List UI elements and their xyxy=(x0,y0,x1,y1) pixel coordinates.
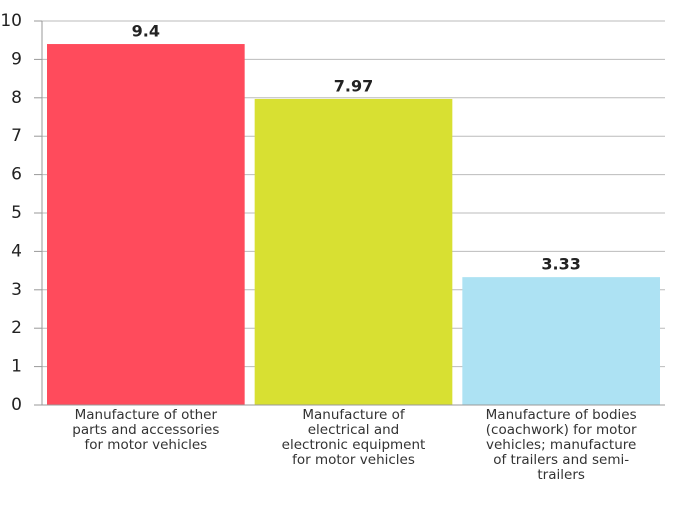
value-label: 3.33 xyxy=(541,255,580,274)
x-tick-label: Manufacture of other parts and accessori… xyxy=(72,407,220,453)
y-tick-label: 6 xyxy=(11,165,22,185)
y-tick-label: 4 xyxy=(11,241,22,261)
value-label: 9.4 xyxy=(132,22,160,41)
bar xyxy=(47,44,245,405)
y-tick-label: 1 xyxy=(11,357,22,377)
y-tick-label: 8 xyxy=(11,88,22,108)
bar xyxy=(254,98,453,406)
y-tick-label: 3 xyxy=(11,280,22,300)
y-tick-label: 2 xyxy=(11,318,22,338)
bar xyxy=(462,277,660,405)
y-tick-label: 10 xyxy=(0,11,22,31)
value-label: 7.97 xyxy=(334,76,373,95)
x-tick-label: Manufacture of electrical and electronic… xyxy=(281,407,426,468)
y-tick-label: 5 xyxy=(11,203,22,223)
x-tick-label: Manufacture of bodies (coachwork) for mo… xyxy=(485,407,637,483)
y-tick-label: 7 xyxy=(11,126,22,146)
y-tick-label: 0 xyxy=(11,395,22,415)
y-tick-label: 9 xyxy=(11,49,22,69)
